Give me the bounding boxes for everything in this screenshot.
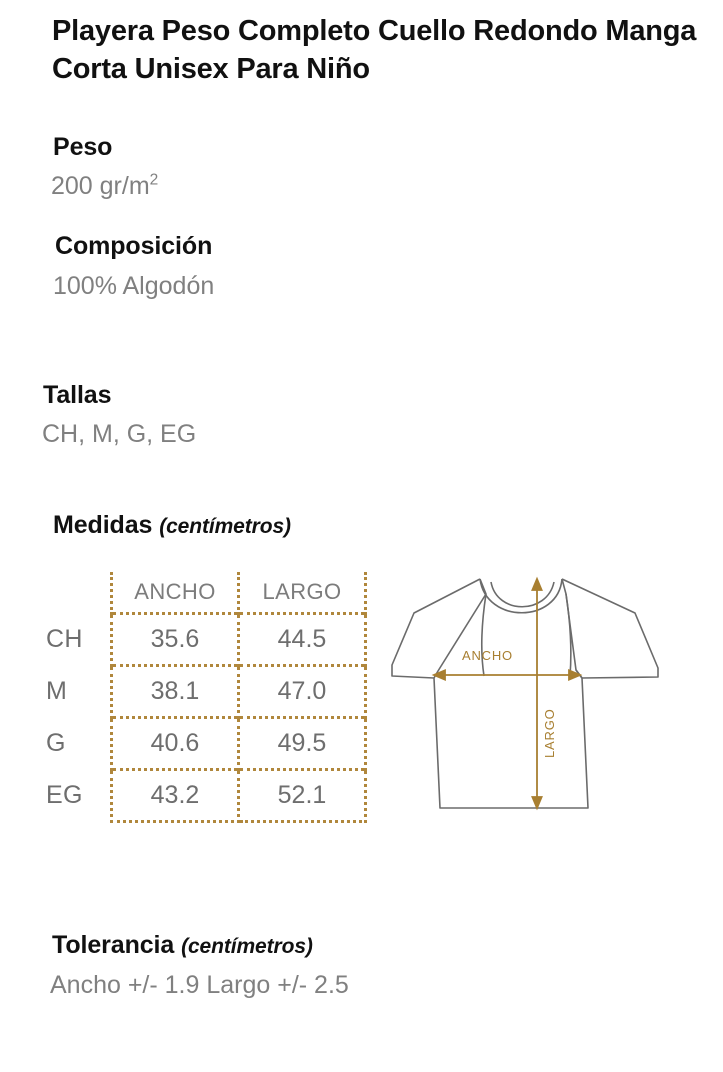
table-header-size xyxy=(46,572,112,614)
composicion-heading: Composición xyxy=(55,232,213,260)
row-largo-value: 47.0 xyxy=(237,664,367,718)
medidas-heading: Medidas (centímetros) xyxy=(53,511,291,540)
tallas-heading: Tallas xyxy=(43,381,112,409)
peso-value-superscript: 2 xyxy=(149,171,159,189)
table-header-ancho: ANCHO xyxy=(110,572,240,614)
tallas-value: CH, M, G, EG xyxy=(42,420,197,448)
tolerancia-value: Ancho +/- 1.9 Largo +/- 2.5 xyxy=(50,971,349,999)
table-row: CH 35.6 44.5 xyxy=(46,612,367,666)
tolerancia-heading-text: Tolerancia xyxy=(52,931,175,959)
tshirt-outline-icon xyxy=(391,576,659,811)
table-row: EG 43.2 52.1 xyxy=(46,768,367,823)
row-largo-value: 52.1 xyxy=(237,768,367,823)
measurements-table: ANCHO LARGO CH 35.6 44.5 M 38.1 47.0 G 4… xyxy=(46,572,367,823)
medidas-heading-text: Medidas xyxy=(53,511,153,539)
ancho-label: ANCHO xyxy=(462,648,513,663)
peso-heading: Peso xyxy=(53,133,113,161)
table-row: G 40.6 49.5 xyxy=(46,716,367,770)
row-ancho-value: 35.6 xyxy=(110,612,240,666)
table-header-row: ANCHO LARGO xyxy=(46,572,367,614)
tshirt-measurement-diagram: ANCHO LARGO xyxy=(390,558,700,853)
table-row: M 38.1 47.0 xyxy=(46,664,367,718)
table-header-largo: LARGO xyxy=(237,572,367,614)
page-title: Playera Peso Completo Cuello Redondo Man… xyxy=(52,15,697,86)
tolerancia-unit-note: (centímetros) xyxy=(181,935,313,958)
row-largo-value: 44.5 xyxy=(237,612,367,666)
row-ancho-value: 38.1 xyxy=(110,664,240,718)
row-ancho-value: 40.6 xyxy=(110,716,240,770)
peso-value-number: 200 gr/m xyxy=(51,172,150,200)
row-size-label: M xyxy=(46,677,68,705)
row-size-label: G xyxy=(46,729,66,757)
composicion-value: 100% Algodón xyxy=(53,272,215,300)
peso-value: 200 gr/m2 xyxy=(51,172,158,201)
tolerancia-heading: Tolerancia (centímetros) xyxy=(52,931,313,960)
row-largo-value: 49.5 xyxy=(237,716,367,770)
largo-dimension-arrow xyxy=(531,576,543,811)
ancho-dimension-arrow xyxy=(431,669,583,681)
row-size-label: EG xyxy=(46,781,83,809)
medidas-unit-note: (centímetros) xyxy=(159,515,291,538)
largo-label: LARGO xyxy=(542,708,557,758)
row-size-label: CH xyxy=(46,625,83,653)
row-ancho-value: 43.2 xyxy=(110,768,240,823)
